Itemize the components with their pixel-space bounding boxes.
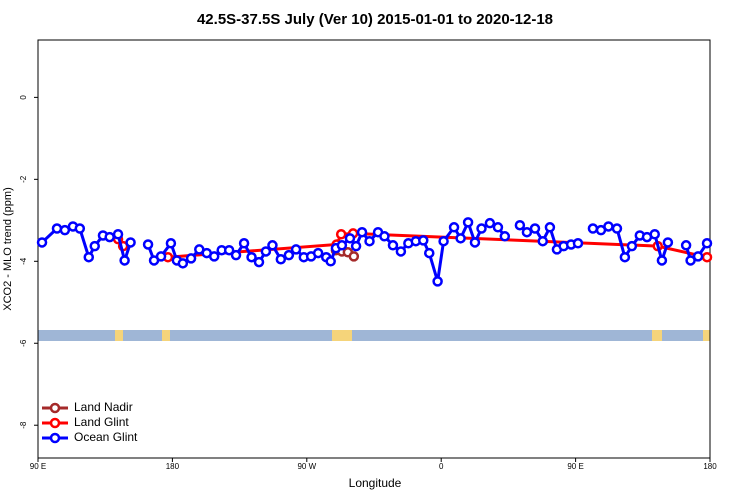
data-point: [253, 256, 265, 268]
data-point: [692, 251, 704, 262]
data-point: [537, 235, 548, 247]
data-point: [499, 231, 511, 242]
data-point: [611, 223, 623, 234]
data-point: [246, 251, 257, 263]
data-point: [260, 246, 272, 257]
data-point: [649, 228, 660, 240]
data-point: [74, 223, 86, 234]
chart-title: 42.5S-37.5S July (Ver 10) 2015-01-01 to …: [197, 11, 553, 28]
data-point: [544, 222, 556, 233]
data-point: [514, 219, 526, 231]
data-point: [448, 222, 460, 233]
data-point: [438, 235, 449, 247]
data-point: [165, 238, 177, 249]
y-axis-label: XCO2 - MLO trend (ppm): [2, 187, 14, 310]
data-point: [325, 256, 336, 267]
data-point: [469, 237, 481, 248]
y-tick-label: 0: [19, 95, 28, 100]
data-point: [364, 235, 375, 247]
data-point: [89, 240, 100, 252]
y-tick-label: -2: [19, 175, 28, 183]
legend-marker: [49, 432, 61, 444]
data-point: [344, 233, 356, 244]
x-tick-label: 90 E: [30, 462, 46, 471]
data-point: [680, 240, 692, 251]
data-point: [572, 238, 584, 249]
data-point: [492, 222, 504, 233]
data-point: [104, 231, 115, 243]
data-point: [223, 244, 235, 256]
x-tick-label: 0: [439, 462, 444, 471]
data-point: [619, 251, 631, 263]
data-point: [112, 228, 124, 240]
legend-label: Land Nadir: [74, 400, 133, 414]
data-point: [395, 246, 407, 257]
x-tick-label: 180: [166, 462, 180, 471]
data-point: [662, 237, 674, 248]
y-tick-label: -8: [19, 421, 28, 429]
data-point: [432, 276, 443, 287]
data-point: [119, 255, 130, 266]
legend-marker: [49, 402, 61, 414]
data-point: [267, 240, 278, 251]
data-point: [230, 249, 242, 261]
data-point: [336, 240, 348, 251]
legend-marker: [49, 417, 61, 429]
data-point: [529, 223, 541, 234]
data-point: [142, 239, 154, 250]
data-point: [476, 223, 487, 234]
data-point: [83, 251, 95, 263]
data-point: [701, 238, 713, 249]
data-point: [685, 255, 696, 266]
data-point: [155, 251, 167, 262]
surface-strip: [38, 330, 710, 341]
data-point: [59, 224, 71, 236]
data-point: [350, 240, 362, 252]
data-point: [208, 251, 220, 262]
data-point: [484, 217, 496, 229]
data-point: [424, 247, 435, 259]
data-point: [387, 240, 399, 251]
x-tick-label: 90 W: [297, 462, 316, 471]
data-point: [185, 253, 197, 264]
data-point: [587, 223, 599, 234]
data-point: [626, 240, 638, 252]
data-point: [418, 235, 429, 246]
data-point: [275, 253, 287, 265]
data-point: [462, 217, 474, 228]
data-point: [125, 237, 136, 248]
data-point: [521, 226, 533, 238]
data-point: [348, 251, 360, 262]
data-point: [290, 244, 302, 255]
y-tick-label: -6: [19, 339, 28, 347]
data-point: [356, 226, 368, 238]
data-point: [238, 238, 250, 249]
data-point: [36, 237, 48, 248]
legend-label: Land Glint: [74, 415, 129, 429]
data-point: [656, 255, 668, 266]
data-point: [283, 249, 295, 261]
legend-label: Ocean Glint: [74, 430, 138, 444]
data-point: [379, 231, 390, 242]
data-point: [335, 228, 347, 240]
x-tick-label: 180: [703, 462, 717, 471]
data-point: [177, 258, 189, 269]
data-point: [455, 233, 466, 244]
plot-frame: [37, 39, 711, 459]
y-tick-label: -4: [19, 257, 28, 265]
x-axis-label: Longitude: [349, 476, 402, 490]
x-tick-label: 90 E: [567, 462, 583, 471]
data-point: [312, 247, 324, 259]
data-point: [603, 221, 614, 232]
data-point: [701, 251, 713, 263]
